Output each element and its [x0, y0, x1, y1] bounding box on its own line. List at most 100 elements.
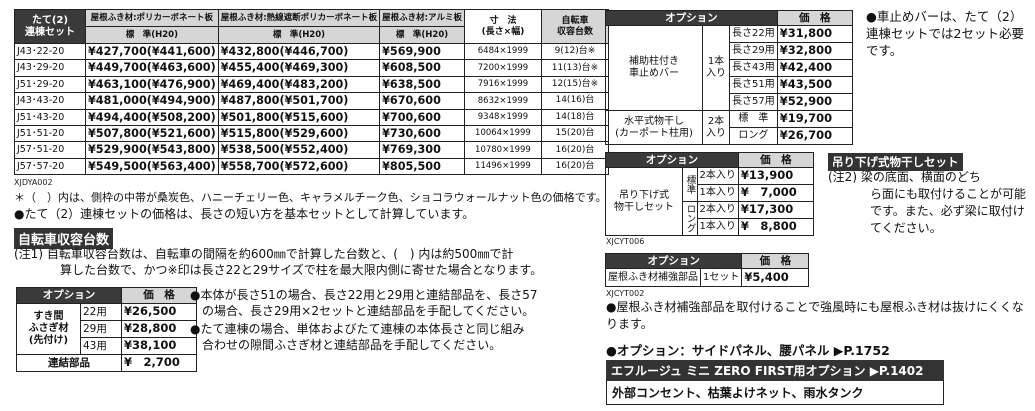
- hanging-price: ¥17,300: [737, 201, 814, 219]
- hanging-qty: 2本入り: [696, 167, 739, 185]
- car-stop-len: 長さ51用: [729, 76, 778, 94]
- hanging-set-name: 吊り下げ式 物干しセット: [605, 167, 683, 236]
- table-row: J43･22-20 ¥427,700(¥441,600) ¥432,800(¥446…: [14, 42, 609, 61]
- poly-price: ¥449,700(¥463,600): [85, 59, 219, 77]
- hanging-qty: 1本入り: [696, 218, 739, 236]
- table-row: J43･43-20 ¥481,000(¥494,900) ¥487,800(¥501…: [14, 92, 609, 110]
- hanging-price: ¥13,900: [737, 167, 814, 185]
- model-code: J57･51-20: [14, 141, 86, 159]
- std-label: 標 準(H20): [217, 26, 381, 44]
- poly-header: 屋根ふき材:ポリカーボネート板: [85, 9, 219, 27]
- heat-price: ¥558,700(¥572,600): [217, 157, 381, 176]
- opt1-bullet-2: ●たて連棟の場合、単体およびたて連棟の本体長さと同じ組み: [190, 322, 525, 336]
- clothesline-name: 水平式物干し (カーポート柱用): [605, 110, 703, 145]
- joint-part: 連結部品: [16, 354, 122, 372]
- reinforcement-qty: 1セット: [699, 268, 743, 287]
- bike-capacity-banner: 自転車収容台数: [14, 228, 114, 249]
- opt2-header: オプション: [605, 10, 778, 26]
- model-code: J51･29-20: [14, 75, 86, 94]
- model-code: J51･43-20: [14, 108, 86, 126]
- opt4-price-header: 価 格: [741, 253, 810, 269]
- car-stop-price: ¥31,800: [776, 25, 853, 43]
- table-code: XJDYA002: [14, 178, 53, 187]
- reinforcement-option-table: オプション 価 格 屋根ふき材補強部品 1セット ¥5,400: [604, 253, 810, 287]
- heat-header: 屋根ふき材:熱線遮断ポリカーボネート板: [217, 9, 381, 27]
- alum-price: ¥670,600: [379, 92, 465, 110]
- clothesline-std: 標 準: [729, 110, 778, 128]
- alum-price: ¥569,900: [379, 42, 465, 61]
- bike-note-2: 算した台数で、かつ※印は長さ22と29サイズで柱を最大限内側に寄せた場合となりま…: [60, 263, 543, 277]
- alum-price: ¥638,500: [379, 75, 465, 94]
- efluge-banner: エフルージュ ミニ ZERO FIRST用オプション ▶P.1402: [606, 360, 944, 381]
- poly-price: ¥481,000(¥494,900): [85, 92, 219, 110]
- car-stop-note: ●車止めバーは、たて（2）連棟セットでは2セット必要です。: [866, 9, 1024, 58]
- alum-header: 屋根ふき材:アルミ板: [379, 9, 465, 27]
- hanging-qty: 2本入り: [696, 201, 739, 219]
- reinforcement-price: ¥5,400: [741, 268, 810, 287]
- clothesline-std-price: ¥19,700: [776, 110, 853, 128]
- std-label: 標準: [682, 167, 698, 202]
- poly-price: ¥427,700(¥441,600): [85, 42, 219, 61]
- opt4-header: オプション: [604, 253, 743, 269]
- heat-price: ¥469,400(¥483,200): [217, 75, 381, 94]
- car-stop-len: 長さ57用: [729, 93, 778, 111]
- model-code: J57･57-20: [14, 157, 86, 176]
- opt3-price-header: 価 格: [737, 152, 814, 168]
- std-label: 標 準(H20): [85, 26, 219, 44]
- car-stop-price: ¥42,400: [776, 59, 853, 77]
- heat-price: ¥487,800(¥501,700): [217, 92, 381, 110]
- hanging-set-banner: 吊り下げ式物干しセット: [828, 153, 963, 171]
- price-note: ＊（ ）内は、側枠の中帯が桑炭色、ハニーチェリー色、キャラメルチーク色、ショコラ…: [14, 191, 607, 204]
- bike-capacity: 12(15)台※: [540, 75, 609, 94]
- hanging-price: ¥ 8,800: [737, 218, 814, 236]
- heat-price: ¥501,800(¥515,600): [217, 108, 381, 126]
- dimensions: 7916×1999: [463, 75, 542, 94]
- bike-capacity: 16(20)台: [540, 157, 609, 176]
- opt2-price-header: 価 格: [776, 10, 853, 26]
- alum-price: ¥700,600: [379, 108, 465, 126]
- poly-price: ¥549,500(¥563,400): [85, 157, 219, 176]
- bike-capacity: 14(16)台: [540, 92, 609, 110]
- hanging-clothesline-option-table: オプション 価 格 吊り下げ式 物干しセット 標準 2本入り ¥13,900 1…: [605, 152, 814, 236]
- car-stop-option-table: オプション 価 格 補助柱付き 車止めバー 1本 入り 長さ22用 ¥31,80…: [605, 10, 853, 145]
- price-29: ¥28,800: [121, 320, 197, 338]
- car-stop-len: 長さ22用: [729, 25, 778, 43]
- table-row: J57･57-20 ¥549,500(¥563,400) ¥558,700(¥572…: [14, 157, 609, 176]
- opt4-code: XJCYT002: [606, 289, 645, 298]
- model-code: J43･43-20: [14, 92, 86, 110]
- dimensions: 10780×1999: [463, 141, 542, 159]
- model-code: J51･51-20: [14, 124, 86, 143]
- bike-capacity: 16(20)台: [540, 141, 609, 159]
- table-row: J43･29-20 ¥449,700(¥463,600) ¥455,400(¥469…: [14, 59, 609, 77]
- unit-header: たて(2) 連棟セット: [14, 9, 86, 44]
- heat-price: ¥432,800(¥446,700): [217, 42, 381, 61]
- bike-capacity: 15(20)台: [540, 124, 609, 143]
- poly-price: ¥507,800(¥521,600): [85, 124, 219, 143]
- price-table: たて(2) 連棟セット 屋根ふき材:ポリカーボネート板 屋根ふき材:熱線遮断ポリ…: [14, 9, 609, 176]
- efluge-option-box: エフルージュ ミニ ZERO FIRST用オプション ▶P.1402 外部コンセ…: [606, 360, 944, 405]
- opt1-bullet-2b: 合わせの隙間ふさぎ材と連結部品を手配してください。: [190, 338, 502, 352]
- len-29: 29用: [79, 320, 123, 338]
- bike-capacity: 9(12)台※: [540, 42, 609, 61]
- heat-price: ¥455,400(¥469,300): [217, 59, 381, 77]
- alum-price: ¥730,600: [379, 124, 465, 143]
- alum-price: ¥805,500: [379, 157, 465, 176]
- len-22: 22用: [79, 303, 123, 321]
- car-stop-len: 長さ43用: [729, 59, 778, 77]
- clothesline-long: ロング: [729, 127, 778, 145]
- bike-capacity: 11(13)台※: [540, 59, 609, 77]
- car-stop-len: 長さ29用: [729, 42, 778, 60]
- model-code: J43･22-20: [14, 42, 86, 61]
- hanging-qty: 1本入り: [696, 184, 739, 202]
- dimensions: 10064×1999: [463, 124, 542, 143]
- hanging-note-2: ら面にも取付けることが可能です。また、必ず梁に取付けてください。: [870, 187, 1027, 235]
- car-stop-price: ¥52,900: [776, 93, 853, 111]
- heat-price: ¥538,500(¥552,400): [217, 141, 381, 159]
- hanging-price: ¥ 7,000: [737, 184, 814, 202]
- alum-price: ¥608,500: [379, 59, 465, 77]
- opt1-bullet-1b: の場合、長さ29用×2セットと連結部品を手配してください。: [190, 304, 535, 318]
- dim-header: 寸 法 (長さ×幅): [463, 9, 542, 44]
- gap-filler-option-table: オプション 価 格 すき間 ふさぎ材 (先付け) 22用 ¥26,500 29用…: [16, 287, 197, 372]
- dimensions: 8632×1999: [463, 92, 542, 110]
- price-22: ¥26,500: [121, 303, 197, 321]
